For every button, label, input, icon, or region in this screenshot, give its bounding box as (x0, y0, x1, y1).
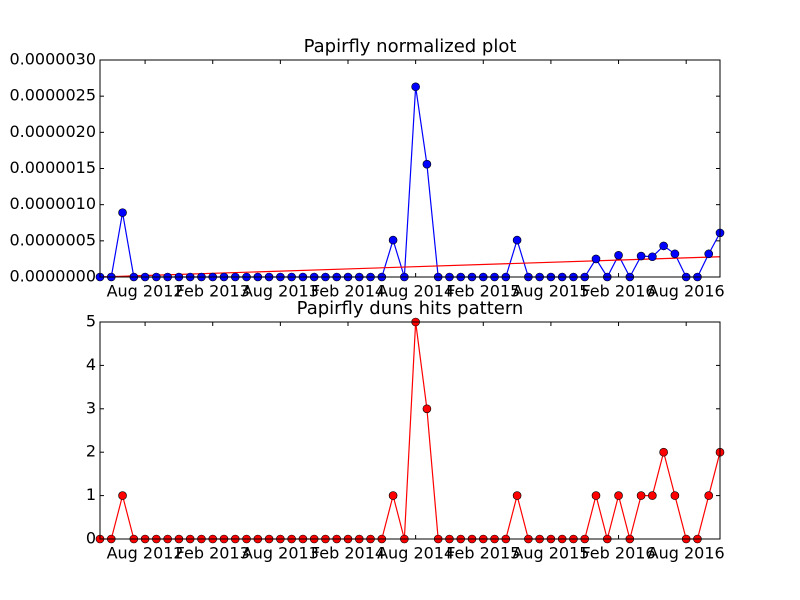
y-tick-label: 3 (86, 398, 96, 417)
x-tick-label: Aug 2016 (648, 544, 725, 563)
plot-area (100, 60, 720, 277)
x-tick-label: Feb 2015 (446, 282, 520, 301)
y-tick-label: 2 (86, 442, 96, 461)
x-tick-label: Feb 2013 (176, 544, 250, 563)
data-point (670, 249, 680, 259)
x-tick-label: Aug 2014 (377, 282, 454, 301)
data-point (636, 251, 646, 261)
data-point (636, 491, 646, 500)
y-tick-label: 0.0000005 (9, 230, 96, 249)
data-point (388, 491, 398, 500)
x-tick-label: Feb 2016 (581, 544, 655, 563)
x-tick-label: Feb 2014 (311, 544, 385, 563)
x-tick-label: Feb 2016 (581, 282, 655, 301)
x-tick-label: Aug 2012 (107, 544, 184, 563)
chart-title: Papirfly duns hits pattern (297, 298, 524, 319)
data-point (670, 491, 680, 500)
y-tick-label: 4 (86, 355, 96, 374)
data-point (704, 491, 714, 500)
x-tick-label: Aug 2015 (512, 282, 589, 301)
x-tick-label: Feb 2014 (311, 282, 385, 301)
x-tick-label: Feb 2015 (446, 544, 520, 563)
y-tick-label: 1 (86, 485, 96, 504)
data-point (118, 491, 127, 500)
x-tick-label: Aug 2015 (512, 544, 589, 563)
data-point (648, 252, 657, 262)
y-tick-label: 0.0000015 (9, 158, 96, 177)
x-tick-label: Aug 2013 (242, 282, 319, 301)
data-point (659, 241, 668, 251)
data-point (648, 491, 657, 500)
data-point (512, 235, 522, 245)
y-tick-label: 0.0000010 (9, 194, 96, 213)
y-tick-label: 0.0000000 (9, 267, 96, 286)
data-point (659, 447, 668, 457)
data-point (591, 254, 601, 264)
axes-frame (99, 59, 721, 278)
data-point (118, 208, 127, 217)
y-tick-label: 0.0000030 (9, 50, 96, 69)
data-point (614, 251, 623, 260)
data-point (422, 159, 432, 169)
data-point (591, 491, 601, 500)
x-tick-label: Aug 2013 (242, 544, 319, 563)
data-point (422, 404, 432, 414)
data-point (704, 249, 714, 259)
x-tick-label: Feb 2013 (176, 282, 250, 301)
data-point (614, 491, 623, 500)
y-tick-label: 5 (86, 312, 96, 331)
data-point (388, 235, 398, 245)
y-tick-label: 0 (86, 529, 96, 548)
x-tick-label: Aug 2014 (377, 544, 454, 563)
y-tick-label: 0.0000025 (9, 86, 96, 105)
x-tick-label: Aug 2012 (107, 282, 184, 301)
x-tick-label: Aug 2016 (648, 282, 725, 301)
chart-title: Papirfly normalized plot (304, 36, 517, 57)
axes-frame (99, 321, 721, 540)
data-point (512, 491, 522, 500)
y-tick-label: 0.0000020 (9, 122, 96, 141)
data-point (411, 82, 420, 92)
